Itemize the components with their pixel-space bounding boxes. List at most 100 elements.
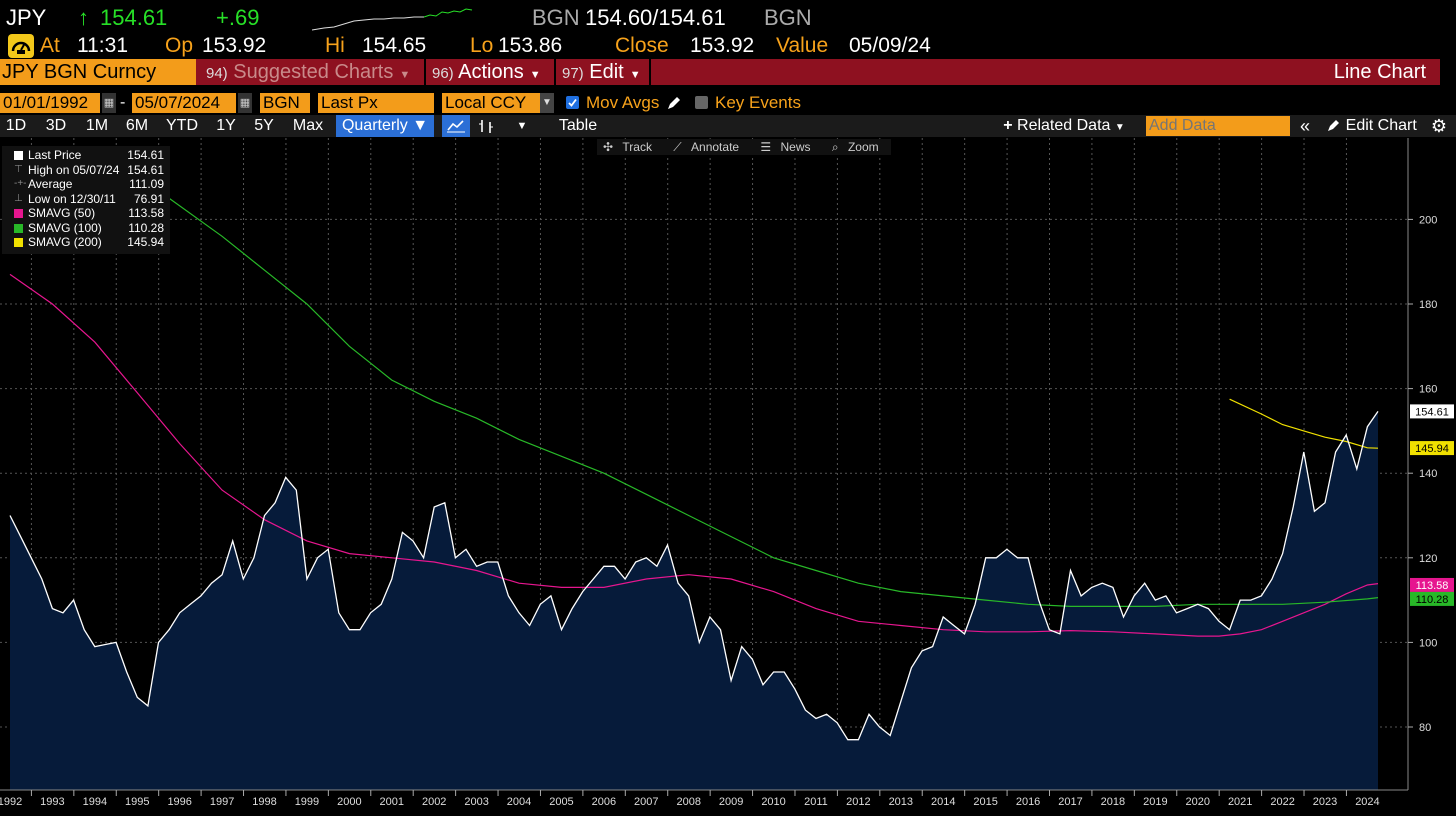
related-data-label: Related Data	[1017, 117, 1111, 134]
period-max[interactable]: Max	[292, 117, 324, 134]
divider	[424, 59, 426, 85]
legend-row[interactable]: ⊤ High on 05/07/24 154.61	[2, 163, 170, 178]
y-tick-label: 200	[1419, 214, 1437, 226]
currency-field[interactable]: Local CCY	[442, 93, 540, 113]
start-date-field[interactable]: 01/01/1992	[0, 93, 100, 113]
end-date-field[interactable]: 05/07/2024	[132, 93, 236, 113]
legend-name: High on 05/07/24	[28, 162, 120, 177]
x-tick-label: 2002	[422, 796, 446, 808]
value-date: 05/09/24	[849, 34, 931, 57]
price-chart[interactable]: 80 100 120 140 160 180 200 1992 1993 1994 1995 1996…	[0, 138, 1456, 816]
line-chart-icon[interactable]	[442, 115, 470, 137]
mov-avgs-label[interactable]: Mov Avgs	[586, 93, 660, 112]
legend-value: 76.91	[133, 191, 164, 206]
x-tick-label: 1992	[0, 796, 22, 808]
x-tick-label: 2001	[380, 796, 404, 808]
pencil-icon[interactable]	[666, 95, 682, 116]
gear-icon[interactable]: ⚙	[1430, 116, 1448, 136]
ticker[interactable]: JPY	[6, 5, 47, 30]
zoom-label: Zoom	[847, 140, 879, 154]
price-line	[9, 411, 1379, 741]
menu-number: 94)	[206, 65, 228, 82]
legend-value: 154.61	[127, 162, 164, 177]
x-tick-label: 2011	[804, 796, 828, 808]
security-field[interactable]: JPY BGN Curncy	[0, 59, 196, 85]
period-1y[interactable]: 1Y	[216, 117, 236, 134]
value-tag	[1410, 441, 1454, 456]
edit-chart-button[interactable]: Edit Chart	[1322, 115, 1422, 137]
bid-source: BGN	[532, 5, 580, 30]
period-5y[interactable]: 5Y	[254, 117, 274, 134]
x-tick-label: 2007	[634, 796, 658, 808]
suggested-charts-menu[interactable]: 94) Suggested Charts ▼	[206, 59, 410, 85]
legend-row[interactable]: SMAVG (50) 113.58	[2, 206, 170, 221]
related-data-button[interactable]: + Related Data ▼	[996, 115, 1132, 137]
high-value: 154.65	[362, 34, 427, 57]
annotate-tool[interactable]: ⟋ Annotate	[667, 139, 751, 155]
period-1d[interactable]: 1D	[5, 117, 27, 134]
frequency-dropdown[interactable]: Quarterly ▼	[336, 115, 434, 137]
last-price: 154.61	[100, 5, 168, 30]
key-events-label[interactable]: Key Events	[715, 93, 801, 112]
period-ytd[interactable]: YTD	[166, 117, 198, 134]
value-tag-label: 113.58	[1416, 580, 1449, 592]
quote-time: 11:31	[77, 34, 128, 57]
frequency-label: Quarterly	[341, 117, 408, 134]
actions-menu[interactable]: 96) Actions ▼	[432, 59, 541, 85]
x-tick-label: 2004	[507, 796, 531, 808]
chart-type-label: Line Chart	[1333, 61, 1426, 83]
x-tick-label: 2005	[549, 796, 573, 808]
news-tool[interactable]: ☰ News	[754, 139, 822, 155]
divider	[649, 59, 651, 85]
period-1m[interactable]: 1M	[85, 117, 109, 134]
date-range-dash: -	[120, 94, 126, 111]
x-tick-label: 1995	[125, 796, 149, 808]
legend-row[interactable]: -+- Average 111.09	[2, 177, 170, 192]
track-tool[interactable]: ✣ Track	[597, 139, 664, 155]
x-tick-label: 1996	[167, 796, 191, 808]
collapse-icon[interactable]: «	[1299, 116, 1310, 136]
chart-toolbar: 1D 3D 1M 6M YTD 1Y 5Y Max Quarterly ▼ ▼ …	[0, 115, 1456, 137]
edit-menu[interactable]: 97) Edit ▼	[562, 59, 641, 85]
legend-row[interactable]: SMAVG (100) 110.28	[2, 221, 170, 236]
caret-down-icon[interactable]: ▼	[540, 93, 554, 113]
legend-row[interactable]: ⊥ Low on 12/30/11 76.91	[2, 192, 170, 207]
news-label: News	[780, 140, 811, 154]
calendar-icon[interactable]: ▦	[102, 93, 116, 113]
calendar-icon[interactable]: ▦	[238, 93, 252, 113]
moving-average-line	[1229, 398, 1379, 449]
x-tick-label: 2018	[1101, 796, 1125, 808]
legend-row[interactable]: SMAVG (200) 145.94	[2, 235, 170, 250]
legend-swatch	[14, 223, 23, 233]
menu-number: 97)	[562, 65, 584, 82]
sparkline	[312, 8, 473, 31]
plus-icon: +	[1003, 117, 1013, 134]
add-data-input[interactable]	[1146, 116, 1290, 136]
caret-down-icon[interactable]: ▼	[516, 120, 528, 132]
price-area	[10, 411, 1378, 790]
table-button[interactable]: Table	[558, 117, 598, 134]
price-change: +.69	[216, 5, 260, 30]
period-3d[interactable]: 3D	[45, 117, 67, 134]
mov-avgs-checkbox[interactable]	[566, 96, 579, 109]
bar-chart-icon[interactable]	[474, 115, 498, 137]
menu-label: Actions	[458, 61, 524, 83]
period-6m[interactable]: 6M	[125, 117, 149, 134]
annotate-label: Annotate	[691, 140, 740, 154]
legend-value: 154.61	[127, 148, 164, 162]
legend-row[interactable]: Last Price 154.61	[2, 148, 170, 163]
value-tag-label: 110.28	[1416, 594, 1449, 606]
legend-value: 113.58	[128, 206, 164, 220]
low-value: 153.86	[498, 34, 563, 57]
at-label: At	[40, 34, 60, 57]
speedometer-icon[interactable]	[8, 34, 34, 58]
zoom-tool[interactable]: ⌕ Zoom	[826, 139, 891, 155]
key-events-checkbox[interactable]	[695, 96, 708, 109]
menu-label: Edit	[589, 61, 624, 83]
menu-label: Suggested Charts	[233, 61, 394, 83]
price-field[interactable]: Last Px	[318, 93, 434, 113]
source-field[interactable]: BGN	[260, 93, 310, 113]
legend-value: 111.09	[129, 177, 164, 191]
chart-legend: Last Price 154.61 ⊤ High on 05/07/24 154.61-…	[2, 146, 170, 254]
x-tick-label: 2000	[337, 796, 361, 808]
